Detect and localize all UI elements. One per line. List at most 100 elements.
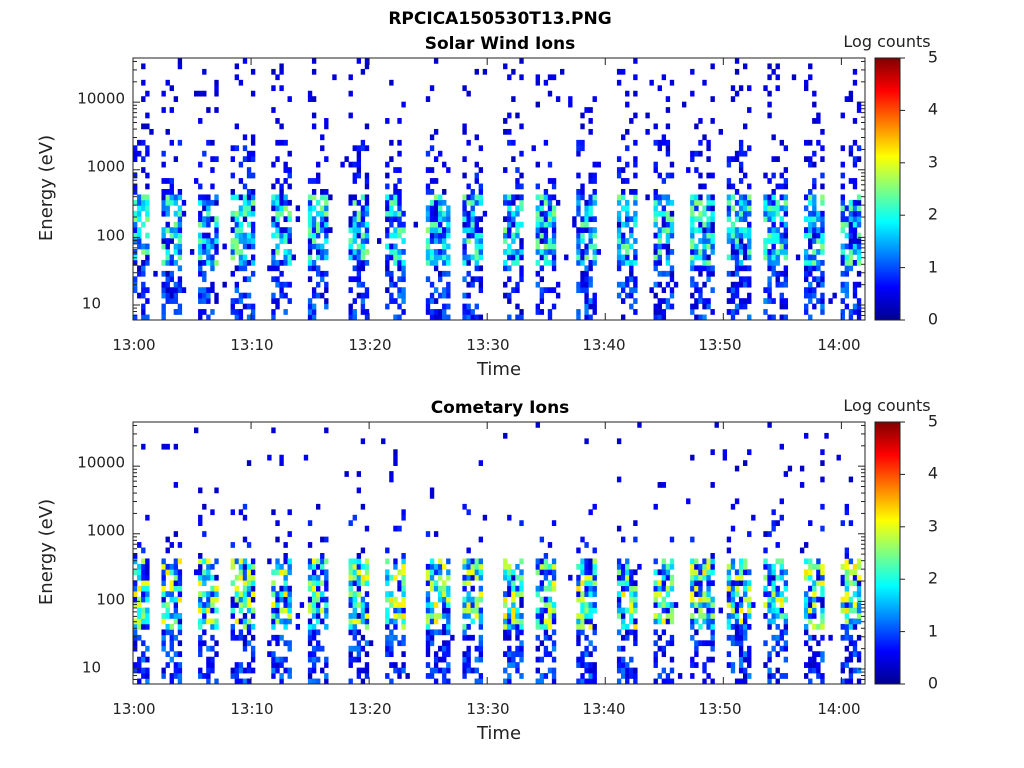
spectrogram-cell <box>616 574 622 581</box>
spectrogram-cell <box>279 183 284 190</box>
spectrogram-cell <box>141 123 146 130</box>
spectrogram-cell <box>629 629 634 636</box>
spectrogram-cell <box>267 454 272 461</box>
spectrogram-cell <box>433 580 439 587</box>
spectrogram-cell <box>511 249 516 255</box>
y-tick-label: 10000 <box>77 90 125 108</box>
spectrogram-cell <box>324 662 329 668</box>
spectrogram-cell <box>482 68 488 75</box>
spectrogram-cell <box>621 194 626 201</box>
spectrogram-cell <box>535 205 540 212</box>
spectrogram-cell <box>206 292 211 299</box>
spectrogram-cell <box>698 623 703 630</box>
spectrogram-cell <box>507 265 512 272</box>
spectrogram-cell <box>405 673 410 679</box>
spectrogram-cell <box>198 569 203 576</box>
spectrogram-cell <box>816 216 821 223</box>
spectrogram-cell <box>702 303 707 310</box>
spectrogram-cell <box>710 270 715 277</box>
spectrogram-cell <box>576 662 581 668</box>
spectrogram-cell <box>734 189 740 195</box>
spectrogram-cell <box>283 656 288 663</box>
spectrogram-cell <box>592 189 597 195</box>
spectrogram-cell <box>710 640 715 647</box>
spectrogram-cell <box>726 287 732 294</box>
spectrogram-cell <box>470 210 475 217</box>
spectrogram-cell <box>141 281 146 288</box>
spectrogram-cell <box>743 667 748 674</box>
spectrogram-cell <box>478 243 484 250</box>
spectrogram-cell <box>625 205 630 212</box>
spectrogram-cell <box>433 314 439 321</box>
spectrogram-cell <box>852 156 858 163</box>
spectrogram-cell <box>214 243 219 250</box>
spectrogram-cell <box>246 662 252 668</box>
spectrogram-cell <box>478 640 484 647</box>
spectrogram-cell <box>507 613 512 619</box>
spectrogram-cell <box>616 194 622 201</box>
spectrogram-cell <box>145 613 150 619</box>
spectrogram-cell <box>657 210 662 217</box>
spectrogram-cell <box>466 607 471 614</box>
spectrogram-cell <box>242 183 248 190</box>
spectrogram-cell <box>238 667 244 674</box>
y-axis: 10 100 1000 10000 <box>77 424 865 685</box>
spectrogram-cell <box>661 596 667 603</box>
spectrogram-cell <box>665 254 671 261</box>
spectrogram-cell <box>576 596 581 603</box>
spectrogram-cell <box>734 618 740 625</box>
spectrogram-cell <box>702 249 707 255</box>
spectrogram-cell <box>616 249 622 255</box>
spectrogram-cell <box>738 210 744 217</box>
spectrogram-cell <box>616 558 622 565</box>
spectrogram-cell <box>446 232 451 239</box>
spectrogram-cell <box>519 640 524 647</box>
spectrogram-cell <box>275 216 280 223</box>
spectrogram-cell <box>324 673 329 679</box>
spectrogram-cell <box>515 254 520 261</box>
x-axis: 13:00 13:10 13:20 13:30 13:40 13:50 14:0… <box>112 422 861 718</box>
spectrogram-cell <box>507 651 512 658</box>
spectrogram-cell <box>210 618 215 625</box>
spectrogram-cell <box>356 558 362 565</box>
spectrogram-cell <box>844 221 850 228</box>
spectrogram-cell <box>511 194 516 201</box>
spectrogram-cell <box>474 161 479 168</box>
spectrogram-cell <box>588 640 593 647</box>
spectrogram-cell <box>734 585 740 592</box>
spectrogram-cell <box>198 259 203 266</box>
spectrogram-cell <box>246 156 252 163</box>
spectrogram-cell <box>779 596 784 603</box>
spectrogram-cell <box>519 651 524 658</box>
spectrogram-cell <box>665 259 671 266</box>
spectrogram-cell <box>145 558 150 565</box>
spectrogram-cell <box>250 558 256 565</box>
spectrogram-cell <box>694 569 699 576</box>
spectrogram-cell <box>324 238 329 244</box>
spectrogram-cell <box>360 438 366 445</box>
spectrogram-cell <box>137 662 142 668</box>
spectrogram-cell <box>250 569 256 576</box>
spectrogram-cell <box>665 613 671 619</box>
spectrogram-cell <box>783 227 789 233</box>
spectrogram-cell <box>466 602 471 608</box>
spectrogram-cell <box>726 227 732 233</box>
spectrogram-cell <box>584 618 589 625</box>
spectrogram-cell <box>360 139 366 146</box>
spectrogram-cell <box>718 607 723 614</box>
spectrogram-cell <box>462 634 467 641</box>
spectrogram-cell <box>478 287 484 294</box>
spectrogram-cell <box>690 254 695 261</box>
spectrogram-cell <box>669 536 675 543</box>
spectrogram-cell <box>657 281 662 288</box>
spectrogram-cell <box>169 613 174 619</box>
spectrogram-cell <box>287 238 292 244</box>
spectrogram-cell <box>462 249 467 255</box>
spectrogram-cell <box>555 281 561 288</box>
spectrogram-cell <box>551 232 557 239</box>
spectrogram-cell <box>397 227 402 233</box>
spectrogram-cell <box>726 199 732 206</box>
spectrogram-cell <box>621 574 626 581</box>
spectrogram-cell <box>852 602 858 608</box>
spectrogram-cell <box>206 591 211 597</box>
